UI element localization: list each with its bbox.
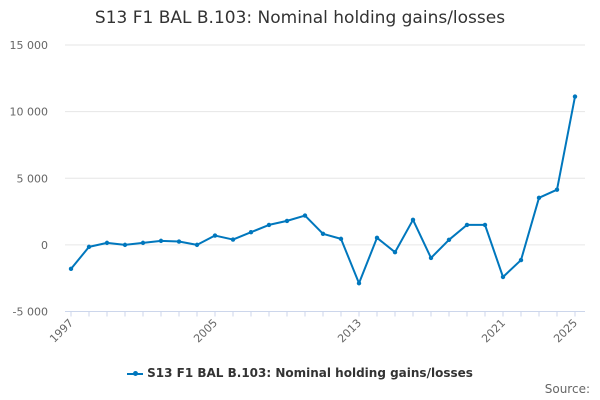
x-tick-label: 2005 <box>191 316 220 345</box>
data-point <box>212 233 218 238</box>
series-line <box>70 96 576 285</box>
data-point <box>104 240 110 246</box>
chart-title: S13 F1 BAL B.103: Nominal holding gains/… <box>94 8 506 28</box>
data-point <box>410 217 416 223</box>
data-point <box>446 237 452 243</box>
x-tick-label: 2013 <box>335 316 364 345</box>
data-point <box>284 218 290 224</box>
data-point <box>194 242 200 248</box>
legend-item[interactable]: S13 F1 BAL B.103: Nominal holding gains/… <box>0 366 600 380</box>
data-point <box>554 187 560 192</box>
data-point <box>266 222 272 228</box>
y-tick-label: 0 <box>41 239 48 252</box>
data-point <box>302 213 308 218</box>
data-point <box>158 238 164 244</box>
y-tick-label: 5 000 <box>17 172 49 185</box>
data-point <box>248 230 254 235</box>
y-tick-label: -5 000 <box>13 306 48 319</box>
data-point <box>392 250 398 255</box>
data-point <box>338 236 344 242</box>
data-point <box>536 195 542 201</box>
data-point <box>374 235 380 241</box>
data-point <box>68 266 74 272</box>
data-point <box>86 244 92 250</box>
data-point <box>572 94 578 99</box>
data-point <box>464 222 470 228</box>
y-tick-label: 15 000 <box>10 39 49 52</box>
data-point <box>122 242 128 248</box>
source-label: Source: <box>544 382 590 396</box>
legend-label: S13 F1 BAL B.103: Nominal holding gains/… <box>147 366 473 380</box>
x-tick-label: 2021 <box>479 316 508 345</box>
y-tick-label: 10 000 <box>10 106 49 119</box>
data-point <box>428 255 434 261</box>
data-point <box>356 281 362 286</box>
x-tick-label: 2025 <box>551 316 580 345</box>
data-point <box>320 231 326 237</box>
data-point <box>500 274 506 280</box>
data-point <box>518 257 524 263</box>
data-point <box>176 239 182 244</box>
data-point <box>140 240 146 246</box>
data-point <box>230 237 236 242</box>
data-point <box>482 222 488 228</box>
legend-swatch <box>127 370 144 376</box>
x-tick-label: 1997 <box>47 316 76 345</box>
